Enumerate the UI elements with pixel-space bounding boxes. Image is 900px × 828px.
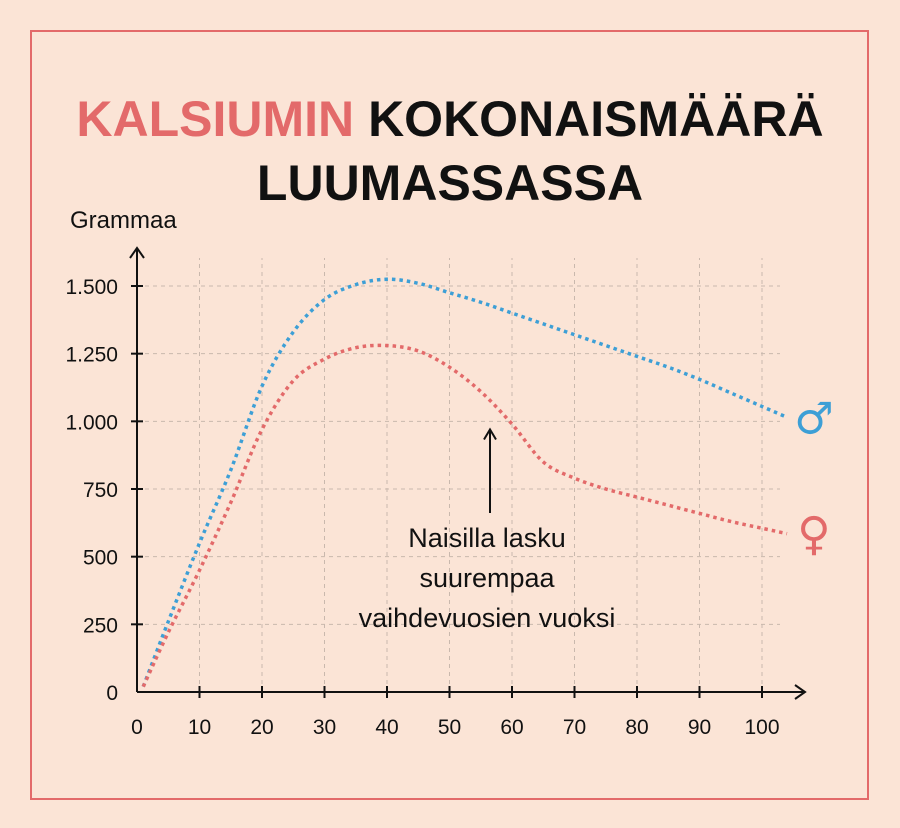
axes <box>129 246 807 700</box>
x-tick-label: 90 <box>688 716 711 739</box>
y-tick-label: 1.250 <box>65 344 118 367</box>
annotation-line: Naisilla lasku <box>408 523 566 553</box>
series-line-female <box>141 343 788 688</box>
y-tick-label: 500 <box>83 547 118 570</box>
x-tick-label: 100 <box>744 716 779 739</box>
svg-text:KALSIUMIN KOKONAISMÄÄRÄ: KALSIUMIN KOKONAISMÄÄRÄ <box>76 91 823 147</box>
y-tick-label: 250 <box>83 614 118 637</box>
x-tick-label: 20 <box>250 716 273 739</box>
y-axis-label: Grammaa <box>70 207 177 234</box>
annotation-arrowhead <box>483 427 497 440</box>
x-axis-arrow <box>794 684 807 700</box>
x-tick-label: 40 <box>375 716 398 739</box>
series-layer: ♂♀ <box>141 277 834 688</box>
male-symbol: ♂ <box>794 393 833 444</box>
x-tick-label: 50 <box>438 716 461 739</box>
annotation-line: suurempaa <box>419 563 555 593</box>
y-tick-label: 750 <box>83 479 118 502</box>
y-tick-label: 0 <box>106 682 118 705</box>
title-highlight: KALSIUMIN <box>76 91 354 147</box>
female-symbol: ♀ <box>797 507 831 561</box>
x-tick-label: 0 <box>131 716 143 739</box>
series-line-male <box>141 277 788 688</box>
title-line2: LUUMASSASSA <box>257 155 643 211</box>
x-tick-label: 60 <box>500 716 523 739</box>
annotation: Naisilla lasku suurempaa vaihdevuosien vuo… <box>359 427 616 633</box>
y-axis-arrow <box>129 246 145 259</box>
annotation-line: vaihdevuosien vuoksi <box>359 603 616 633</box>
y-tick-label: 1.500 <box>65 276 118 299</box>
chart-title: KALSIUMIN KOKONAISMÄÄRÄ LUUMASSASSA <box>76 91 823 211</box>
chart-frame <box>30 30 869 800</box>
x-tick-label: 80 <box>625 716 648 739</box>
title-line1-rest: KOKONAISMÄÄRÄ <box>368 91 824 147</box>
grid <box>137 258 780 692</box>
x-tick-label: 30 <box>313 716 336 739</box>
y-tick-label: 1.000 <box>65 411 118 434</box>
x-tick-label: 70 <box>563 716 586 739</box>
ticks: 0 10 20 30 40 50 60 70 80 90 100 0 250 500 750 1.000 1.2… <box>65 276 779 739</box>
x-tick-label: 10 <box>188 716 211 739</box>
